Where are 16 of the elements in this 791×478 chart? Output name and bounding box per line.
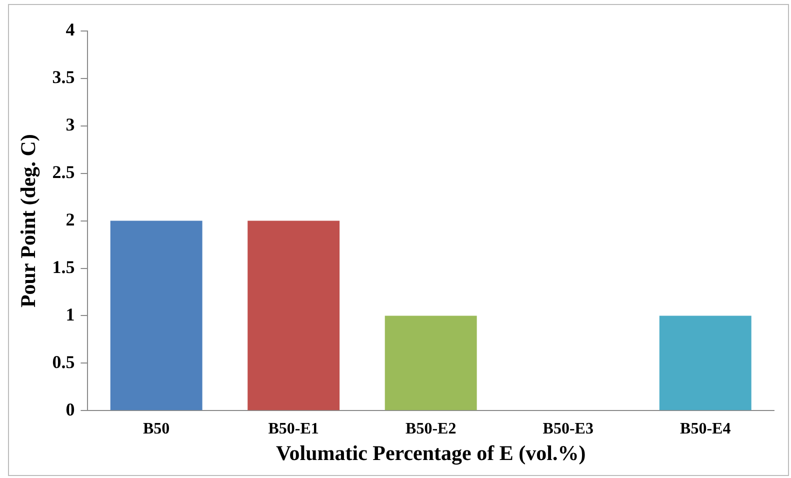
y-axis-title: Pour Point (deg. C): [16, 134, 40, 308]
y-tick-label: 2: [66, 209, 75, 230]
y-tick-label: 3.5: [52, 67, 75, 88]
y-tick-label: 0.5: [52, 352, 75, 372]
x-tick-label: B50: [142, 420, 170, 438]
x-tick-label: B50-E2: [406, 420, 456, 438]
y-tick-label: 3: [66, 114, 75, 135]
x-tick-label: B50-E1: [268, 420, 319, 438]
x-tick-label: B50-E3: [542, 420, 594, 438]
x-axis-title: Volumatic Percentage of E (vol.%): [276, 440, 586, 465]
y-tick-label: 1: [66, 304, 75, 324]
y-tick-label: 1.5: [52, 256, 75, 277]
y-tick-label: 4: [66, 20, 75, 40]
y-tick-label: 0: [66, 399, 75, 420]
y-tick-label: 2.5: [52, 162, 75, 182]
x-tick-label: B50-E4: [680, 420, 731, 438]
